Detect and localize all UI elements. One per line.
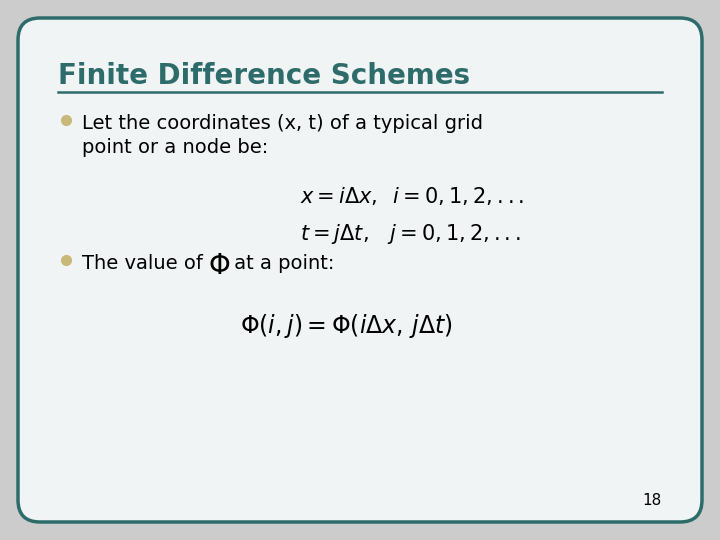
Text: Finite Difference Schemes: Finite Difference Schemes (58, 62, 470, 90)
Text: The value of: The value of (82, 254, 203, 273)
Text: 18: 18 (643, 493, 662, 508)
Text: $x = i\Delta x, \;\; i = 0,1,2,...$: $x = i\Delta x, \;\; i = 0,1,2,...$ (300, 185, 524, 207)
Text: $\Phi$: $\Phi$ (208, 252, 230, 280)
Text: point or a node be:: point or a node be: (82, 138, 269, 157)
Text: at a point:: at a point: (228, 254, 334, 273)
Text: $\Phi(i, j) = \Phi(i\Delta x,\, j\Delta t)$: $\Phi(i, j) = \Phi(i\Delta x,\, j\Delta … (240, 312, 453, 340)
Text: Let the coordinates (x, t) of a typical grid: Let the coordinates (x, t) of a typical … (82, 114, 483, 133)
FancyBboxPatch shape (18, 18, 702, 522)
Text: $t = j\Delta t, \;\;\; j = 0,1,2,...$: $t = j\Delta t, \;\;\; j = 0,1,2,...$ (300, 222, 521, 246)
